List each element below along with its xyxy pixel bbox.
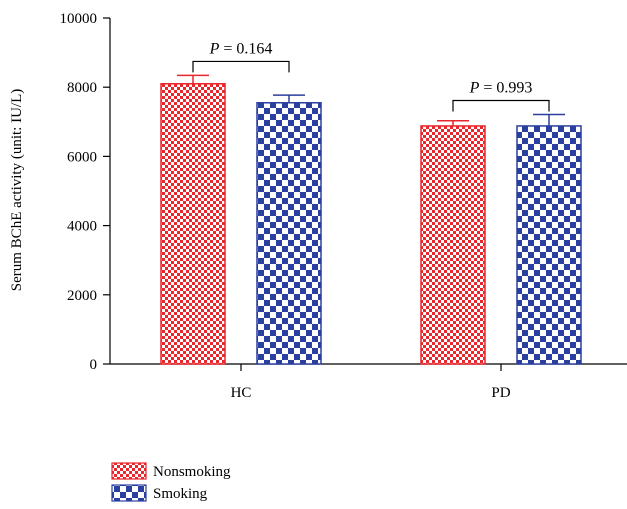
significance-bracket (452, 99, 550, 112)
x-tick-label: PD (491, 385, 510, 401)
p-value-label: P = 0.993 (469, 80, 533, 97)
y-tick-label: 4000 (67, 219, 97, 235)
bars (160, 74, 582, 365)
legend-label: Nonsmoking (153, 464, 231, 480)
p-value-symbol: P (469, 80, 480, 97)
p-value-number: = 0.993 (479, 80, 532, 97)
y-axis-title: Serum BChE activity (unit: IU/L) (9, 89, 25, 291)
bar (420, 125, 486, 365)
significance-bracket (192, 60, 290, 73)
legend: Nonsmoking Smoking (111, 462, 231, 502)
p-value-number: = 0.164 (219, 40, 272, 57)
y-tick-label: 6000 (67, 149, 97, 165)
p-value-label: P = 0.164 (209, 40, 273, 57)
y-tick-label: 2000 (67, 288, 97, 304)
bar (256, 102, 322, 365)
x-tick-label: HC (231, 385, 252, 401)
bar (160, 82, 226, 365)
y-tick-label: 8000 (67, 80, 97, 96)
y-tick-label: 10000 (60, 11, 98, 27)
y-tick-label: 0 (90, 357, 98, 373)
legend-swatch (111, 484, 147, 502)
x-axis: HC PD (110, 363, 627, 401)
bar (516, 125, 582, 365)
y-axis: 0 2000 4000 6000 8000 10000 (60, 11, 111, 373)
legend-label: Smoking (153, 486, 208, 502)
p-value-symbol: P (209, 40, 220, 57)
legend-swatch (111, 462, 147, 480)
